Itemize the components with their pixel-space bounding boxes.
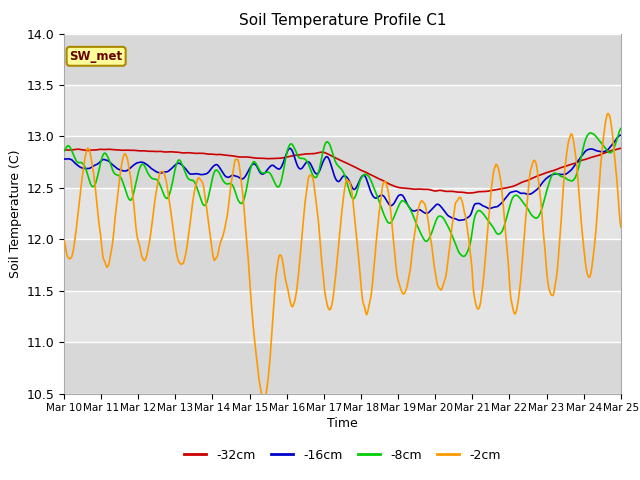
Y-axis label: Soil Temperature (C): Soil Temperature (C) — [9, 149, 22, 278]
Title: Soil Temperature Profile C1: Soil Temperature Profile C1 — [239, 13, 446, 28]
Bar — [64, 342, 621, 394]
Bar — [64, 136, 621, 188]
Bar — [64, 34, 621, 85]
Legend: -32cm, -16cm, -8cm, -2cm: -32cm, -16cm, -8cm, -2cm — [179, 444, 506, 467]
Text: SW_met: SW_met — [70, 50, 123, 63]
X-axis label: Time: Time — [327, 418, 358, 431]
Bar — [64, 291, 621, 342]
Bar — [64, 188, 621, 240]
Bar — [64, 85, 621, 136]
Bar — [64, 240, 621, 291]
